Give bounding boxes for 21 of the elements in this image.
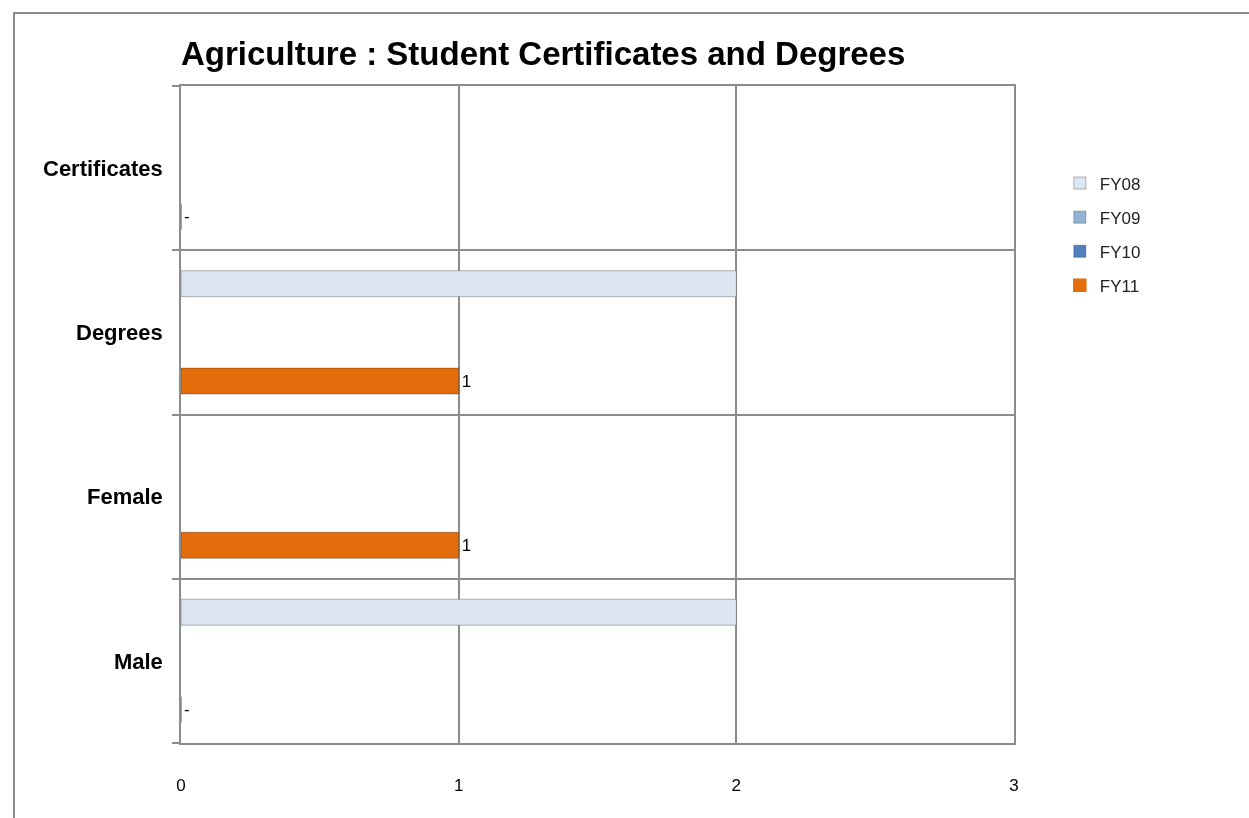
y-tick-label: Male [113, 648, 163, 674]
x-tick-label: 2 [731, 776, 742, 796]
y-tick-label: Female [87, 484, 163, 510]
data-label: 1 [461, 371, 472, 391]
bar [181, 531, 460, 559]
bar [181, 270, 737, 298]
x-tick-label: 3 [1009, 776, 1019, 796]
chart-title: Agriculture : Student Certificates and Degrees [181, 34, 906, 72]
y-tick-label: Degrees [76, 320, 163, 346]
x-tick-label: 1 [453, 776, 464, 796]
data-label: 1 [461, 535, 472, 555]
legend-label: FY08 [1099, 174, 1141, 194]
data-label: - [184, 207, 190, 227]
legend-label: FY11 [1099, 276, 1140, 296]
legend-label: FY09 [1099, 208, 1141, 228]
y-tick-label: Certificates [43, 155, 163, 181]
bar [181, 598, 737, 626]
bar [181, 367, 460, 395]
x-tick-label: 0 [176, 776, 186, 796]
data-label: - [184, 700, 190, 720]
legend-label: FY10 [1099, 242, 1141, 262]
